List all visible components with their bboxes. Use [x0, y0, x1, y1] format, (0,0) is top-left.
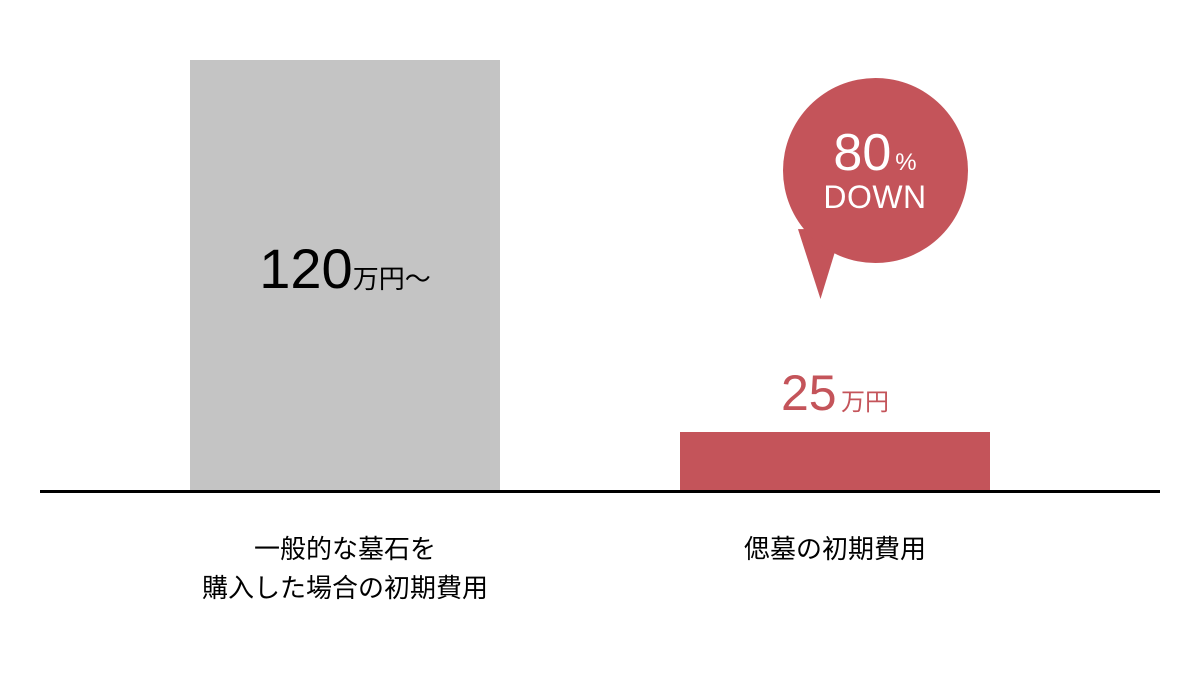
bar-value-general: 120万円～: [190, 241, 500, 297]
category-label-general: 一般的な墓石を 購入した場合の初期費用: [130, 530, 560, 608]
callout-line2: DOWN: [823, 181, 926, 215]
bar-general-grave: 120万円～: [190, 60, 500, 490]
bar-value-shinobu: 25 万円: [680, 368, 990, 418]
value-unit: 万円: [841, 389, 889, 416]
callout-unit: %: [895, 150, 916, 175]
value-number: 25: [781, 365, 837, 421]
category-label-shinobu: 偲墓の初期費用: [620, 530, 1050, 569]
discount-callout: 80% DOWN: [783, 78, 968, 263]
value-unit: 万円～: [353, 264, 431, 294]
callout-number: 80: [833, 126, 891, 181]
value-number: 120: [259, 237, 352, 300]
cost-comparison-chart: 120万円～ 一般的な墓石を 購入した場合の初期費用 25 万円 偲墓の初期費用…: [0, 0, 1200, 675]
bar-shinobu-grave: [680, 432, 990, 490]
chart-baseline: [40, 490, 1160, 493]
callout-line1: 80%: [833, 126, 916, 181]
